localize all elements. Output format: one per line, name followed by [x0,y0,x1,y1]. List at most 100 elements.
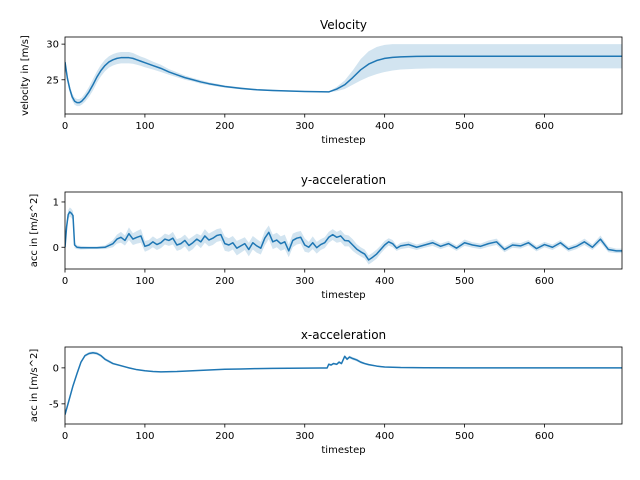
data-point [276,239,277,240]
x-tick-label: 500 [455,431,474,442]
data-point [320,244,321,245]
data-point [96,353,97,354]
data-point [384,244,385,245]
data-point [472,244,473,245]
data-point [176,244,177,245]
data-point [344,356,345,357]
data-point [576,246,577,247]
data-point [160,242,161,243]
data-point [136,369,137,370]
data-point [172,238,173,239]
data-point [192,370,193,371]
data-point [448,56,449,57]
data-point [376,365,377,366]
data-point [600,239,601,240]
data-point [272,241,273,242]
data-point [112,243,113,244]
data-point [336,364,337,365]
data-point [196,239,197,240]
x-tick-label: 100 [135,121,154,132]
data-point [104,359,105,360]
data-point [152,241,153,242]
x-axis-label: timestep [321,290,365,301]
data-point [67,78,68,79]
data-point [216,235,217,236]
data-point [341,363,342,364]
data-point [456,248,457,249]
data-point [200,81,201,82]
x-tick-label: 600 [535,431,554,442]
data-point [180,243,181,244]
data-point [331,364,332,365]
data-point [584,56,585,57]
axes-frame [64,191,623,270]
data-point [104,65,105,66]
data-point [408,244,409,245]
data-point [208,83,209,84]
data-point [368,364,369,365]
data-point [288,90,289,91]
data-point [364,363,365,364]
series-line [65,352,622,415]
data-point [280,243,281,244]
data-point [108,61,109,62]
series-line [65,211,622,261]
data-point [440,246,441,247]
data-point [232,242,233,243]
data-point [76,247,77,248]
data-point [304,244,305,245]
data-point [184,77,185,78]
x-tick-label: 200 [215,121,234,132]
data-point [156,244,157,245]
data-point [212,238,213,239]
data-point [192,79,193,80]
series-line [65,55,622,104]
confidence-band [65,207,622,265]
x-tick-label: 400 [375,431,394,442]
data-point [544,367,545,368]
y-tick-label: 0 [53,363,59,374]
data-point [347,359,348,360]
data-point [112,363,113,364]
x-tick-label: 300 [295,121,314,132]
data-point [200,241,201,242]
data-point [416,247,417,248]
subplot-2: 0 100 200 300 400 500 60001y-accelerationtimes… [29,173,623,301]
data-point [348,240,349,241]
data-point [333,363,334,364]
data-point [152,371,153,372]
data-point [140,235,141,236]
data-point [424,367,425,368]
data-point [356,359,357,360]
data-point [296,238,297,239]
data-point [464,367,465,368]
data-point [368,63,369,64]
axes-frame [64,346,623,425]
data-point [92,352,93,353]
data-point [144,246,145,247]
data-point [464,56,465,57]
data-point [148,244,149,245]
y-axis-label: acc in [m/s^2] [29,194,40,268]
data-point [339,362,340,363]
y-tick-label: 0 [53,243,59,254]
data-point [84,97,85,98]
data-point [124,57,125,58]
data-point [184,240,185,241]
data-point [308,247,309,248]
data-point [244,243,245,244]
data-point [560,242,561,243]
data-point [352,77,353,78]
data-point [288,250,289,251]
data-point [74,101,75,102]
data-point [356,248,357,249]
data-point [396,248,397,249]
data-point [400,245,401,246]
x-tick-label: 500 [455,121,474,132]
data-point [124,240,125,241]
data-point [69,211,70,212]
data-point [512,244,513,245]
plot-area [65,351,622,417]
